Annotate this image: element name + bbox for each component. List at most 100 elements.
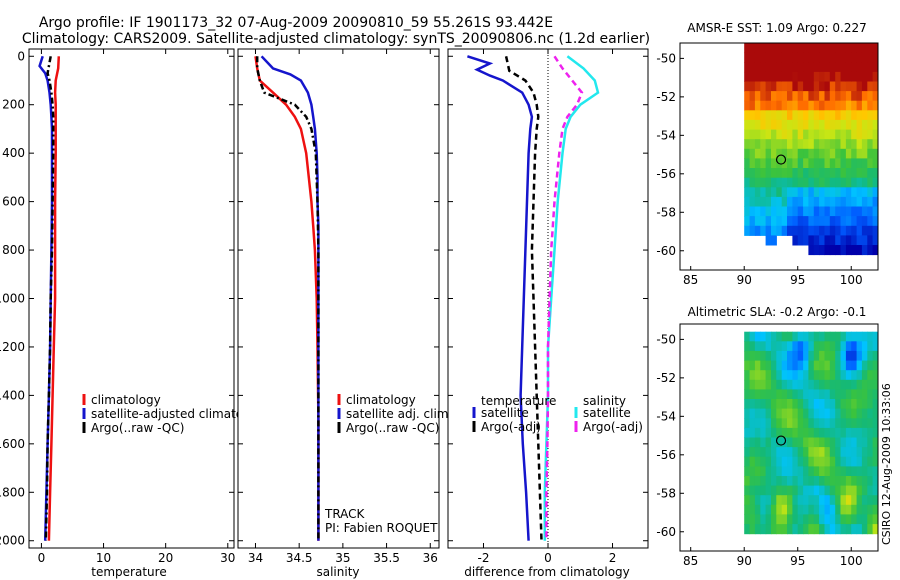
- sla-cell: [787, 360, 793, 371]
- amsre-cell: [803, 110, 809, 121]
- sla-cell: [872, 370, 878, 381]
- sla-cell: [760, 399, 767, 410]
- sla-cell: [792, 456, 799, 467]
- amsre-cell: [829, 43, 836, 54]
- amsre-cell: [824, 196, 831, 207]
- amsre-cell: [824, 110, 831, 121]
- amsre-cell: [856, 196, 863, 207]
- sla-cell: [754, 514, 761, 525]
- amsre-cell: [867, 216, 874, 227]
- sla-cell: [840, 514, 847, 525]
- amsre-cell: [781, 187, 788, 198]
- sla-cell: [792, 350, 799, 361]
- sla-cell: [744, 350, 751, 361]
- amsre-cell: [845, 139, 852, 150]
- sla-cell: [872, 418, 878, 429]
- amsre-cell: [835, 91, 842, 102]
- amsre-cell: [840, 119, 847, 130]
- legend-label-argo: Argo(..raw -QC): [91, 421, 184, 435]
- salinity-xtick-label: 35.5: [373, 551, 400, 565]
- amsre-cell: [797, 52, 804, 63]
- sla-cell: [845, 379, 852, 390]
- amsre-cell: [808, 196, 815, 207]
- amsre-cell: [792, 216, 799, 227]
- sla-cell: [819, 408, 825, 419]
- amsre-cell: [754, 43, 761, 54]
- amsre-cell: [792, 100, 799, 111]
- legend-label-satellite-adj: satellite adj. clim.: [346, 407, 452, 421]
- sla-cell: [861, 341, 868, 352]
- sla-cell: [803, 495, 809, 506]
- amsre-cell: [819, 119, 825, 130]
- sla-cell: [754, 370, 761, 381]
- sla-cell: [856, 389, 863, 400]
- sla-cell: [856, 331, 863, 342]
- sla-cell: [749, 370, 756, 381]
- sla-cell: [819, 514, 825, 525]
- sla-cell: [856, 408, 863, 419]
- amsre-cell: [819, 187, 825, 198]
- sla-cell: [856, 418, 863, 429]
- sla-cell: [803, 447, 809, 458]
- sla-cell: [765, 456, 772, 467]
- amsre-cell: [819, 62, 825, 73]
- amsre-cell: [744, 206, 751, 217]
- sla-cell: [872, 350, 878, 361]
- sla-cell: [829, 466, 836, 477]
- amsre-cell: [835, 129, 842, 140]
- amsre-cell: [845, 235, 852, 246]
- amsre-cell: [829, 52, 836, 63]
- sla-cell: [819, 418, 825, 429]
- amsre-cell: [771, 158, 777, 169]
- amsre-cell: [797, 100, 804, 111]
- amsre-cell: [872, 91, 878, 102]
- amsre-cell: [792, 196, 799, 207]
- sla-cell: [867, 514, 874, 525]
- sla-cell: [760, 524, 767, 535]
- sla-cell: [845, 370, 852, 381]
- amsre-cell: [787, 196, 793, 207]
- sla-cell: [867, 331, 874, 342]
- difference-xtick-label: 0: [544, 551, 552, 565]
- amsre-cell: [787, 177, 793, 188]
- amsre-cell: [845, 158, 852, 169]
- amsre-cell: [867, 91, 874, 102]
- sla-cell: [819, 389, 825, 400]
- amsre-cell: [803, 43, 809, 54]
- sla-cell: [792, 379, 799, 390]
- temperature-xtick-label: 10: [96, 551, 111, 565]
- amsre-cell: [867, 129, 874, 140]
- sla-cell: [840, 447, 847, 458]
- amsre-cell: [861, 100, 868, 111]
- sla-cell: [819, 485, 825, 496]
- amsre-cell: [749, 225, 756, 236]
- sla-cell: [792, 341, 799, 352]
- sla-cell: [829, 485, 836, 496]
- amsre-cell: [797, 139, 804, 150]
- amsre-ytick-label: -52: [656, 90, 676, 104]
- sla-cell: [792, 389, 799, 400]
- sla-cell: [872, 399, 878, 410]
- amsre-cell: [781, 62, 788, 73]
- sla-cell: [845, 495, 852, 506]
- sla-cell: [872, 360, 878, 371]
- sla-cell: [872, 389, 878, 400]
- sla-cell: [792, 485, 799, 496]
- sla-cell: [867, 379, 874, 390]
- amsre-cell: [749, 177, 756, 188]
- amsre-cell: [760, 225, 767, 236]
- sla-cell: [813, 524, 820, 535]
- salinity-xtick-label: 34.5: [286, 551, 313, 565]
- amsre-cell: [829, 71, 836, 82]
- amsre-cell: [819, 196, 825, 207]
- sla-cell: [787, 370, 793, 381]
- sla-cell: [765, 379, 772, 390]
- amsre-cell: [819, 81, 825, 92]
- amsre-cell: [861, 119, 868, 130]
- amsre-cell: [792, 187, 799, 198]
- sla-cell: [851, 379, 858, 390]
- amsre-cell: [835, 196, 842, 207]
- sla-cell: [749, 476, 756, 487]
- legend-label-sal-satellite: satellite: [583, 406, 631, 420]
